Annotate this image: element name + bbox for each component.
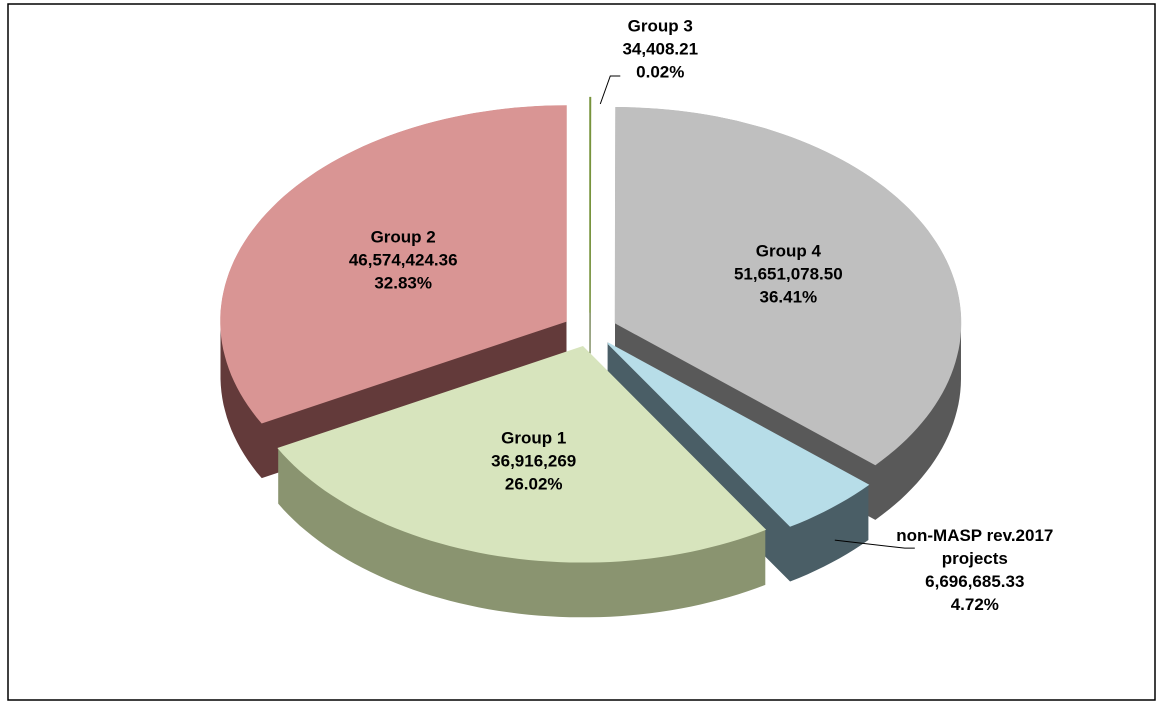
data-label: Group 4 51,651,078.50 36.41% — [698, 239, 878, 308]
label-value: 46,574,424.36 — [348, 250, 458, 270]
label-value: 36,916,269 — [491, 451, 577, 471]
data-label: Group 3 34,408.21 0.02% — [570, 15, 750, 84]
slice — [607, 342, 870, 527]
label-name: non-MASP rev.2017 projects — [896, 526, 1054, 569]
leader-line — [599, 75, 621, 105]
label-percent: 4.72% — [950, 595, 999, 615]
data-label: Group 2 46,574,424.36 32.83% — [313, 226, 493, 295]
label-name: Group 2 — [370, 227, 436, 247]
label-percent: 32.83% — [374, 273, 432, 293]
slice — [589, 96, 592, 313]
slice — [220, 105, 567, 424]
label-percent: 36.41% — [759, 287, 818, 307]
data-label: non-MASP rev.2017 projects 6,696,685.33 4.… — [885, 524, 1065, 616]
label-percent: 26.02% — [504, 474, 563, 494]
leader-line — [834, 539, 915, 549]
label-value: 51,651,078.50 — [733, 264, 843, 284]
label-name: Group 3 — [627, 16, 693, 36]
slice — [277, 346, 767, 563]
slice — [614, 107, 962, 466]
label-name: Group 1 — [501, 428, 567, 448]
label-name: Group 4 — [755, 241, 821, 261]
label-percent: 0.02% — [636, 62, 685, 82]
data-label: Group 1 36,916,269 26.02% — [444, 427, 624, 496]
label-value: 6,696,685.33 — [925, 572, 1025, 592]
label-value: 34,408.21 — [622, 39, 699, 59]
